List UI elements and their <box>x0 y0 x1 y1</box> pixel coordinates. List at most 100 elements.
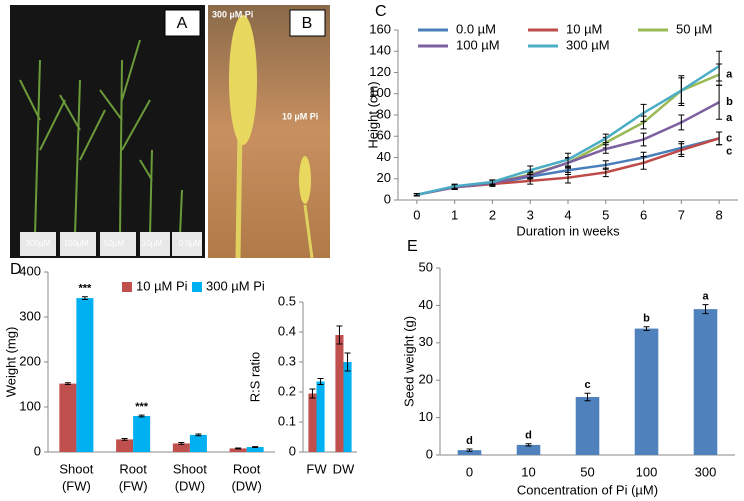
significance-mark: a <box>702 291 709 303</box>
y-tick-label: 200 <box>19 353 41 368</box>
error-bar <box>678 75 685 106</box>
x-tick-label: 300 <box>695 464 717 479</box>
y-tick-label: 40 <box>419 297 433 312</box>
bar <box>59 383 77 452</box>
error-bar <box>702 304 709 315</box>
y-tick-label: 120 <box>369 64 391 79</box>
x-tick-label: DW <box>333 461 355 476</box>
photo-label: 0.0µM <box>179 239 202 248</box>
error-bar <box>64 382 71 385</box>
significance-mark: b <box>643 313 650 325</box>
error-bar <box>716 131 723 146</box>
significance-letter: c <box>726 132 732 144</box>
error-bar <box>195 433 202 437</box>
x-tick-label: Shoot <box>173 461 207 476</box>
x-axis-title: Concentration of Pi (µM) <box>517 482 658 497</box>
x-tick-label: 0 <box>466 464 473 479</box>
x-tick-label: Root <box>119 461 147 476</box>
y-tick-label: 50 <box>419 259 433 274</box>
x-tick-label: Root <box>233 461 261 476</box>
photo-label: 10µM <box>142 239 163 248</box>
legend-label: 300 µM Pi <box>206 278 265 293</box>
significance-letter: c <box>726 145 732 157</box>
bar <box>76 298 94 452</box>
y-tick-label: 0.3 <box>278 353 296 368</box>
y-tick-label: 0.5 <box>278 293 296 308</box>
x-tick-label: (DW) <box>231 478 261 493</box>
significance-letter: a <box>726 112 733 124</box>
y-tick-label: 0.4 <box>278 323 296 338</box>
bar <box>335 335 344 452</box>
error-bar <box>336 325 343 345</box>
legend-swatch <box>192 282 202 292</box>
legend-label: 100 µM <box>456 37 500 52</box>
error-bar <box>565 171 571 184</box>
y-tick-label: 140 <box>369 43 391 58</box>
significance-mark: *** <box>135 401 149 413</box>
y-tick-label: 100 <box>19 398 41 413</box>
bar <box>172 443 190 452</box>
y-axis-title: Weight (mg) <box>3 327 18 398</box>
panel-label: E <box>407 238 418 255</box>
y-tick-label: 0 <box>384 191 391 206</box>
error-bar <box>640 155 647 170</box>
error-bar <box>138 414 145 418</box>
y-tick-label: 30 <box>419 334 433 349</box>
error-bar <box>602 133 609 144</box>
error-bar <box>81 296 88 300</box>
panel-label: D <box>10 261 22 278</box>
y-tick-label: 0 <box>289 443 296 458</box>
x-tick-label: 5 <box>602 207 609 222</box>
error-bar <box>640 103 647 122</box>
x-tick-label: FW <box>306 461 327 476</box>
error-bar <box>121 438 128 441</box>
bar <box>516 444 541 455</box>
y-tick-label: 0.1 <box>278 413 296 428</box>
x-tick-label: 10 <box>521 464 535 479</box>
y-tick-label: 0.2 <box>278 383 296 398</box>
error-bar <box>309 388 316 399</box>
y-tick-label: 40 <box>377 149 391 164</box>
x-tick-label: (FW) <box>62 478 91 493</box>
y-tick-label: 400 <box>19 263 41 278</box>
bar <box>693 309 718 455</box>
y-tick-label: 80 <box>377 106 391 121</box>
x-tick-label: 4 <box>564 207 571 222</box>
y-tick-label: 10 <box>419 409 433 424</box>
y-tick-label: 20 <box>419 372 433 387</box>
bar <box>575 397 600 455</box>
significance-mark: *** <box>78 283 92 295</box>
panel-label: C <box>375 3 387 20</box>
bar <box>343 362 352 452</box>
x-tick-label: (DW) <box>175 478 205 493</box>
photo-b: B 300 µM Pi 10 µM Pi <box>208 5 330 259</box>
panel-label: A <box>177 15 188 32</box>
error-bar <box>602 167 609 178</box>
bar <box>308 393 317 452</box>
x-tick-label: (FW) <box>119 478 148 493</box>
x-tick-label: 6 <box>640 207 647 222</box>
error-bar <box>716 84 723 120</box>
significance-mark: d <box>466 435 473 447</box>
y-tick-label: 300 <box>19 308 41 323</box>
x-axis-title: Duration in weeks <box>516 223 620 238</box>
error-bar <box>643 326 650 331</box>
legend-label: 0.0 µM <box>456 21 496 36</box>
error-bar <box>584 392 591 402</box>
error-bar <box>235 447 242 450</box>
x-tick-label: 3 <box>527 207 534 222</box>
bar <box>316 381 325 452</box>
y-axis-title: Seed weight (g) <box>401 316 416 407</box>
bar <box>116 439 134 452</box>
y-tick-label: 0 <box>34 443 41 458</box>
photo-a: A <box>10 5 205 258</box>
significance-mark: c <box>584 379 590 391</box>
legend-label: 10 µM <box>566 21 602 36</box>
legend-swatch <box>122 282 132 292</box>
panel-label: B <box>302 15 313 32</box>
legend-label: 50 µM <box>676 21 712 36</box>
significance-letter: a <box>726 69 733 81</box>
y-tick-label: 160 <box>369 21 391 36</box>
error-bar <box>565 152 571 167</box>
